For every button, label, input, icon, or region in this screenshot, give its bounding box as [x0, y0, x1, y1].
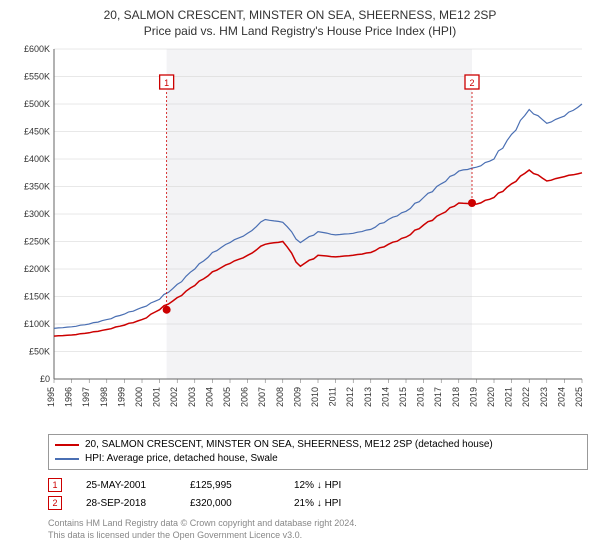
svg-text:2001: 2001 — [152, 387, 162, 407]
svg-text:£100K: £100K — [24, 319, 50, 329]
svg-text:£0: £0 — [40, 374, 50, 384]
svg-text:2006: 2006 — [240, 387, 250, 407]
svg-text:2011: 2011 — [328, 387, 338, 406]
svg-text:2: 2 — [469, 78, 474, 88]
svg-text:1997: 1997 — [81, 387, 91, 407]
footer-attribution: Contains HM Land Registry data © Crown c… — [48, 518, 588, 541]
svg-text:£500K: £500K — [24, 99, 50, 109]
svg-text:1999: 1999 — [116, 387, 126, 407]
legend-swatch-red — [55, 444, 79, 446]
svg-text:£600K: £600K — [24, 44, 50, 54]
legend-swatch-blue — [55, 458, 79, 460]
svg-text:2009: 2009 — [292, 387, 302, 407]
svg-text:£450K: £450K — [24, 127, 50, 137]
marker-date-2: 28-SEP-2018 — [86, 498, 166, 509]
marker-price-2: £320,000 — [190, 498, 270, 509]
legend-label-1: 20, SALMON CRESCENT, MINSTER ON SEA, SHE… — [85, 438, 493, 452]
chart-area: £0 £50K £100K £150K £200K £250K £300K £350K £400… — [12, 43, 588, 428]
svg-text:2022: 2022 — [521, 387, 531, 407]
title-line-1: 20, SALMON CRESCENT, MINSTER ON SEA, SHE… — [12, 8, 588, 24]
svg-text:2008: 2008 — [275, 387, 285, 407]
svg-text:2021: 2021 — [504, 387, 514, 407]
marker-date-1: 25-MAY-2001 — [86, 480, 166, 491]
line-chart-svg: £0 £50K £100K £150K £200K £250K £300K £350K £400… — [12, 43, 588, 423]
svg-text:2025: 2025 — [574, 387, 584, 407]
footer-line-2: This data is licensed under the Open Gov… — [48, 530, 588, 542]
svg-text:2002: 2002 — [169, 387, 179, 407]
svg-text:£50K: £50K — [29, 347, 50, 357]
svg-text:£400K: £400K — [24, 154, 50, 164]
legend-row-2: HPI: Average price, detached house, Swal… — [55, 452, 581, 466]
svg-text:£550K: £550K — [24, 72, 50, 82]
svg-text:2016: 2016 — [416, 387, 426, 407]
svg-text:£200K: £200K — [24, 264, 50, 274]
svg-text:2004: 2004 — [204, 387, 214, 407]
svg-text:1: 1 — [164, 78, 169, 88]
marker-price-1: £125,995 — [190, 480, 270, 491]
marker-detail-rows: 1 25-MAY-2001 £125,995 12% ↓ HPI 2 28-SE… — [48, 474, 588, 514]
svg-text:2010: 2010 — [310, 387, 320, 407]
title-line-2: Price paid vs. HM Land Registry's House … — [12, 24, 588, 40]
svg-text:2003: 2003 — [187, 387, 197, 407]
marker-delta-1: 12% ↓ HPI — [294, 480, 374, 491]
marker-delta-2: 21% ↓ HPI — [294, 498, 374, 509]
svg-text:2014: 2014 — [380, 387, 390, 407]
svg-text:2013: 2013 — [363, 387, 373, 407]
svg-text:2017: 2017 — [433, 387, 443, 407]
svg-text:£150K: £150K — [24, 292, 50, 302]
footer-line-1: Contains HM Land Registry data © Crown c… — [48, 518, 588, 530]
svg-text:2018: 2018 — [451, 387, 461, 407]
svg-text:1996: 1996 — [64, 387, 74, 407]
svg-text:£250K: £250K — [24, 237, 50, 247]
legend-label-2: HPI: Average price, detached house, Swal… — [85, 452, 278, 466]
marker-row-2: 2 28-SEP-2018 £320,000 21% ↓ HPI — [48, 496, 588, 510]
svg-text:£300K: £300K — [24, 209, 50, 219]
marker-badge-2: 2 — [48, 496, 62, 510]
svg-text:1998: 1998 — [99, 387, 109, 407]
title-block: 20, SALMON CRESCENT, MINSTER ON SEA, SHE… — [12, 8, 588, 39]
chart-container: 20, SALMON CRESCENT, MINSTER ON SEA, SHE… — [0, 0, 600, 560]
legend-box: 20, SALMON CRESCENT, MINSTER ON SEA, SHE… — [48, 434, 588, 470]
svg-text:2020: 2020 — [486, 387, 496, 407]
svg-text:1995: 1995 — [46, 387, 56, 407]
svg-text:2023: 2023 — [539, 387, 549, 407]
marker-row-1: 1 25-MAY-2001 £125,995 12% ↓ HPI — [48, 478, 588, 492]
svg-text:2005: 2005 — [222, 387, 232, 407]
svg-text:2019: 2019 — [468, 387, 478, 407]
svg-text:2000: 2000 — [134, 387, 144, 407]
marker-badge-1: 1 — [48, 478, 62, 492]
legend-row-1: 20, SALMON CRESCENT, MINSTER ON SEA, SHE… — [55, 438, 581, 452]
svg-text:2015: 2015 — [398, 387, 408, 407]
svg-text:2007: 2007 — [257, 387, 267, 407]
svg-text:2024: 2024 — [556, 387, 566, 407]
svg-text:2012: 2012 — [345, 387, 355, 407]
svg-text:£350K: £350K — [24, 182, 50, 192]
